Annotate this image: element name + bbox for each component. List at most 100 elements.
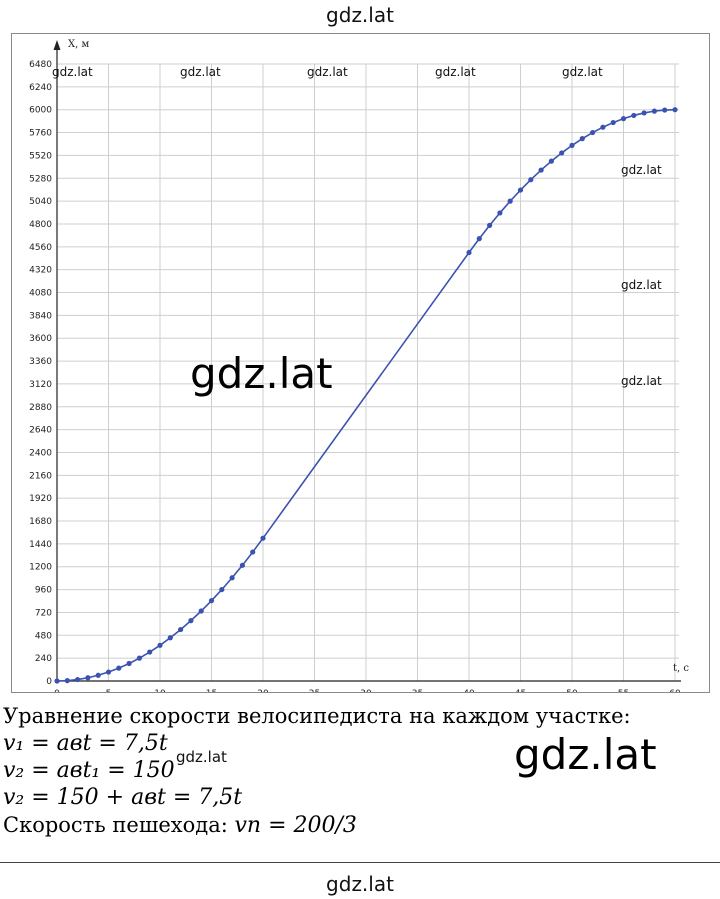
y-tick-label: 3120 xyxy=(29,380,52,390)
x-tick-label: 15 xyxy=(206,689,217,692)
y-tick-label: 1200 xyxy=(29,563,52,573)
data-points xyxy=(54,107,678,684)
data-point xyxy=(517,187,524,193)
y-tick-label: 6240 xyxy=(29,83,52,93)
x-tick-label: 20 xyxy=(257,689,269,692)
data-point xyxy=(198,608,204,614)
data-point xyxy=(239,562,245,568)
watermark: gdz.lat xyxy=(435,65,476,79)
watermark-top: gdz.lat xyxy=(326,3,394,27)
y-tick-label: 960 xyxy=(35,586,52,596)
chart-frame: X, м t, c 0 5 10 15 20 25 30 35 40 45 50 55 60 0 240 480… xyxy=(11,33,710,693)
data-point xyxy=(85,675,91,681)
data-point xyxy=(157,642,163,648)
y-tick-label: 3600 xyxy=(29,334,52,344)
data-point xyxy=(579,136,585,142)
equation-4: Скорость пешехода: vп = 200/3 xyxy=(3,811,717,839)
caption: Уравнение скорости велосипедиста на кажд… xyxy=(3,704,631,728)
y-axis-label: X, м xyxy=(68,39,89,50)
pedestrian-speed-label: Скорость пешехода: xyxy=(3,813,235,837)
watermark: gdz.lat xyxy=(307,65,348,79)
data-point xyxy=(64,678,70,684)
x-tick-label: 60 xyxy=(669,689,681,692)
data-point xyxy=(136,655,142,661)
data-point xyxy=(631,112,637,119)
grid xyxy=(57,63,679,681)
y-axis-arrow xyxy=(53,40,61,50)
y-tick-label: 5760 xyxy=(29,129,52,139)
watermark: gdz.lat xyxy=(621,278,662,292)
data-point xyxy=(590,129,596,136)
data-point xyxy=(600,124,606,130)
equation-3: v₂ = 150 + aвt = 7,5t xyxy=(3,785,243,810)
data-point xyxy=(476,236,482,242)
solution-text: Уравнение скорости велосипедиста на кажд… xyxy=(3,702,717,839)
data-point xyxy=(178,626,184,633)
data-point xyxy=(620,116,627,122)
axes: X, м t, c xyxy=(53,39,689,682)
equation-2: v₂ = aвt₁ = 150 xyxy=(3,758,175,783)
y-tick-label: 6480 xyxy=(29,60,52,70)
data-point xyxy=(497,210,503,216)
data-point xyxy=(147,649,153,655)
watermark: gdz.lat xyxy=(52,65,93,79)
data-point xyxy=(507,198,513,204)
watermark: gdz.lat xyxy=(180,65,221,79)
x-tick-label: 50 xyxy=(566,689,578,692)
watermark: gdz.lat xyxy=(621,163,662,177)
y-tick-label: 480 xyxy=(35,631,52,641)
data-point xyxy=(219,586,225,593)
data-point xyxy=(260,535,266,541)
data-point xyxy=(548,158,555,164)
y-tick-label: 2160 xyxy=(29,471,52,481)
watermark-large-bottom: gdz.lat xyxy=(514,730,657,779)
data-point xyxy=(487,222,493,228)
y-tick-label: 5040 xyxy=(29,197,52,207)
y-tick-label: 2640 xyxy=(29,426,52,436)
data-point xyxy=(116,665,122,671)
data-point xyxy=(528,177,534,183)
pedestrian-speed-value: vп = 200/3 xyxy=(234,813,357,838)
data-point xyxy=(610,119,616,126)
data-point xyxy=(651,108,658,114)
data-point xyxy=(672,107,678,113)
y-tick-label: 4320 xyxy=(29,266,52,276)
y-tick-label: 4800 xyxy=(29,220,52,230)
data-point xyxy=(188,618,194,624)
y-tick-label: 6000 xyxy=(29,106,52,116)
y-tick-label: 3840 xyxy=(29,311,52,321)
y-tick-label: 4560 xyxy=(29,243,52,253)
y-tick-label: 5280 xyxy=(29,174,52,184)
x-tick-label: 10 xyxy=(154,689,166,692)
y-tick-label: 1680 xyxy=(29,517,52,527)
watermark-large: gdz.lat xyxy=(190,349,333,398)
data-point xyxy=(208,598,215,604)
data-point xyxy=(105,669,112,675)
x-tick-label: 25 xyxy=(309,689,320,692)
data-point xyxy=(126,660,132,667)
x-tick-label: 35 xyxy=(412,689,423,692)
data-point xyxy=(54,678,60,684)
tick-labels: 0 5 10 15 20 25 30 35 40 45 50 55 60 0 240 480 720 960 120… xyxy=(29,60,681,692)
watermark: gdz.lat xyxy=(562,65,603,79)
data-point xyxy=(75,676,81,683)
y-tick-label: 2880 xyxy=(29,403,52,413)
watermark: gdz.lat xyxy=(621,374,662,388)
x-tick-label: 30 xyxy=(360,689,372,692)
data-point xyxy=(538,167,544,173)
y-tick-label: 0 xyxy=(46,677,52,687)
data-point xyxy=(229,575,235,581)
data-point xyxy=(250,549,256,555)
data-point xyxy=(167,635,173,641)
chart-watermarks: gdz.lat gdz.lat gdz.lat gdz.lat gdz.lat … xyxy=(52,65,662,398)
y-tick-label: 1440 xyxy=(29,540,52,550)
watermark-bottom: gdz.lat xyxy=(326,872,394,896)
coordinate-chart: X, м t, c 0 5 10 15 20 25 30 35 40 45 50 55 60 0 240 480… xyxy=(29,39,689,692)
y-tick-label: 2400 xyxy=(29,448,52,458)
y-tick-label: 5520 xyxy=(29,151,52,161)
y-tick-label: 1920 xyxy=(29,494,52,504)
equation-1: v₁ = aвt = 7,5t xyxy=(3,731,168,756)
x-axis-label: t, c xyxy=(673,663,689,674)
x-tick-label: 55 xyxy=(618,689,629,692)
y-tick-label: 240 xyxy=(35,654,52,664)
